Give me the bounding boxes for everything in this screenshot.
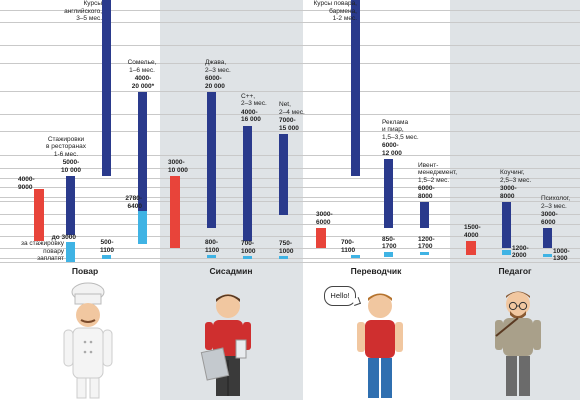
speech-bubble: Hello! (324, 286, 356, 306)
course-label: Стажировки в ресторанах 1-6 мес. (46, 135, 86, 158)
salary-label: 4000- 9000 (18, 176, 35, 191)
salary-label: 3000- 6000 (541, 211, 558, 226)
gridline (0, 91, 580, 92)
cost-label: 700- 1100 (341, 239, 356, 254)
gridline (0, 248, 580, 249)
salary-label: 3000- 10 000 (168, 159, 188, 174)
salary-label: 5000- 10 000 (61, 159, 81, 174)
gridline (0, 187, 580, 188)
translator-figure (357, 293, 403, 398)
cost-note: за стажировку повару заплатят (21, 240, 64, 262)
cost-bar (351, 255, 360, 259)
course-label: Сомелье, 1–6 мес. (127, 59, 157, 74)
cost-bar (502, 250, 511, 255)
cost-label: 700- 1000 (241, 240, 256, 255)
cost-label: 1000- 1300 (553, 247, 570, 263)
salary-bar (102, 0, 111, 176)
course-label: Реклама и пиар, 1,5–3,5 мес. (382, 118, 419, 141)
cost-bar (66, 242, 75, 262)
cost-label: 2780- 6400 (125, 195, 142, 210)
cost-bar (207, 255, 216, 259)
salary-bar (384, 159, 393, 228)
gridline (0, 168, 580, 169)
cost-label: 500- 1100 (99, 239, 115, 254)
salary-bar (279, 134, 288, 215)
cost-bar (243, 256, 252, 259)
salary-bar (243, 125, 252, 242)
gridline (0, 10, 580, 11)
gridline (0, 197, 580, 198)
gridline (0, 258, 580, 259)
gridline (0, 224, 580, 225)
cost-bar (384, 251, 393, 257)
salary-bar (543, 228, 552, 248)
salary-bar (420, 202, 429, 228)
cost-label: до 3000 (51, 233, 76, 241)
gridline (0, 201, 580, 202)
salary-bar (170, 176, 180, 248)
gridline (0, 63, 580, 64)
course-label: Курсы английского, 3–5 мес. (64, 0, 102, 22)
salary-label: 6000- 20 000 (205, 75, 225, 90)
gridline (0, 45, 580, 46)
salary-label: 6000- 8000 (418, 185, 435, 200)
salary-bar (34, 189, 44, 242)
cost-label: 1200- 2000 (512, 244, 529, 260)
salary-label: 3000- 6000 (316, 211, 333, 226)
gridline (0, 236, 580, 237)
sysadmin-figure (200, 294, 251, 396)
course-label: Net, 2–4 мес. (279, 101, 305, 116)
group-title-cook: Повар (71, 266, 99, 276)
gridline (0, 22, 580, 23)
course-label: Ивент- менеджмент, 1,5–2 мес. (418, 161, 458, 184)
salary-bar (207, 92, 216, 228)
cost-bar (102, 255, 111, 259)
salary-label: 1500- 4000 (464, 224, 481, 239)
salary-bar (351, 0, 360, 176)
course-label: Курсы повара, бармена, 1-2 мес. (313, 0, 357, 22)
salary-label: 3000- 8000 (500, 185, 517, 200)
gridline (0, 155, 580, 156)
salary-label: 4000- 16 000 (241, 108, 261, 124)
salary-label: 4000- 20 000* (131, 75, 155, 90)
gridline (0, 114, 580, 115)
group-title-teacher: Педагог (498, 266, 532, 276)
cost-bar (279, 256, 288, 259)
course-label: Джава, 2–3 мес. (205, 59, 231, 74)
cost-label: 800- 1100 (205, 239, 220, 254)
cost-bar (543, 254, 552, 258)
gridline (0, 131, 580, 132)
cost-label: 750- 1000 (279, 240, 294, 255)
salary-label: 6000- 12 000 (382, 142, 402, 157)
salary-bar (466, 241, 476, 255)
gridline (0, 214, 580, 215)
group-title-sysadmin: Сисадмин (209, 266, 253, 276)
salary-bar (66, 176, 75, 235)
teacher-figure (495, 291, 541, 396)
cost-bar (138, 211, 147, 244)
cost-label: 850- 1700 (382, 235, 397, 251)
salary-bar (138, 92, 147, 242)
salary-label: 7000- 15 000 (279, 117, 299, 132)
course-label: С++, 2–3 мес. (241, 92, 267, 108)
cook-figure (63, 282, 113, 399)
cost-label: 1200- 1700 (418, 235, 435, 251)
course-label: Психолог, 2–3 мес. (541, 195, 571, 210)
gridline (0, 178, 580, 179)
course-label: Коучинг, 2,5–3 мес. (500, 169, 532, 184)
gridline (0, 262, 580, 263)
salary-bar (316, 228, 326, 248)
cost-bar (420, 251, 429, 255)
group-title-translator: Переводчик (350, 266, 402, 276)
salary-bar (502, 202, 511, 248)
